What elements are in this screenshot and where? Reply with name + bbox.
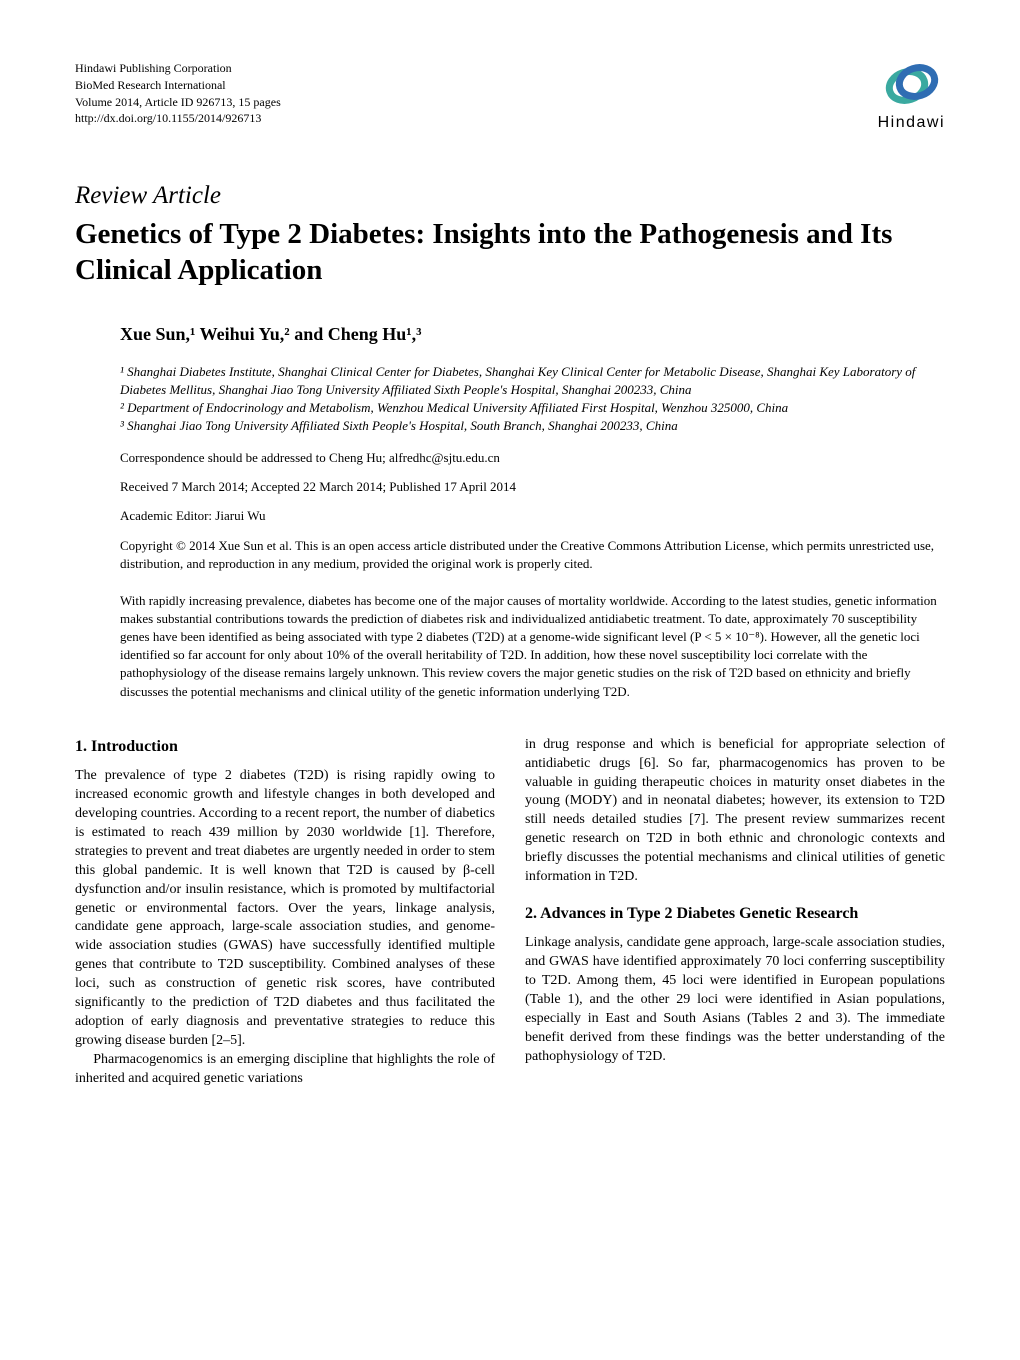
article-dates: Received 7 March 2014; Accepted 22 March… xyxy=(120,479,945,495)
correspondence: Correspondence should be addressed to Ch… xyxy=(120,450,945,466)
page-header: Hindawi Publishing Corporation BioMed Re… xyxy=(75,60,945,132)
article-type: Review Article xyxy=(75,182,945,210)
abstract: With rapidly increasing prevalence, diab… xyxy=(120,592,945,701)
section-2-para-1: Linkage analysis, candidate gene approac… xyxy=(525,934,945,1066)
volume-info: Volume 2014, Article ID 926713, 15 pages xyxy=(75,94,281,111)
hindawi-logo-icon xyxy=(879,60,944,108)
body-columns: 1. Introduction The prevalence of type 2… xyxy=(75,736,945,1089)
section-1-para-3: in drug response and which is beneficial… xyxy=(525,736,945,887)
section-2-heading: 2. Advances in Type 2 Diabetes Genetic R… xyxy=(525,903,945,925)
left-column: 1. Introduction The prevalence of type 2… xyxy=(75,736,495,1089)
section-1-para-1: The prevalence of type 2 diabetes (T2D) … xyxy=(75,767,495,1050)
authors-list: Xue Sun,¹ Weihui Yu,² and Cheng Hu¹,³ xyxy=(120,324,945,345)
section-1-heading: 1. Introduction xyxy=(75,736,495,758)
article-title: Genetics of Type 2 Diabetes: Insights in… xyxy=(75,216,945,289)
academic-editor: Academic Editor: Jiarui Wu xyxy=(120,508,945,524)
section-1-para-2: Pharmacogenomics is an emerging discipli… xyxy=(75,1051,495,1089)
copyright-notice: Copyright © 2014 Xue Sun et al. This is … xyxy=(120,537,945,573)
right-column: in drug response and which is beneficial… xyxy=(525,736,945,1089)
journal-name: BioMed Research International xyxy=(75,77,281,94)
publisher-logo: Hindawi xyxy=(878,60,945,132)
hindawi-logo-text: Hindawi xyxy=(878,114,945,132)
affiliations: ¹ Shanghai Diabetes Institute, Shanghai … xyxy=(120,363,945,436)
doi-url: http://dx.doi.org/10.1155/2014/926713 xyxy=(75,110,281,127)
publisher-info: Hindawi Publishing Corporation BioMed Re… xyxy=(75,60,281,127)
publisher-corp: Hindawi Publishing Corporation xyxy=(75,60,281,77)
